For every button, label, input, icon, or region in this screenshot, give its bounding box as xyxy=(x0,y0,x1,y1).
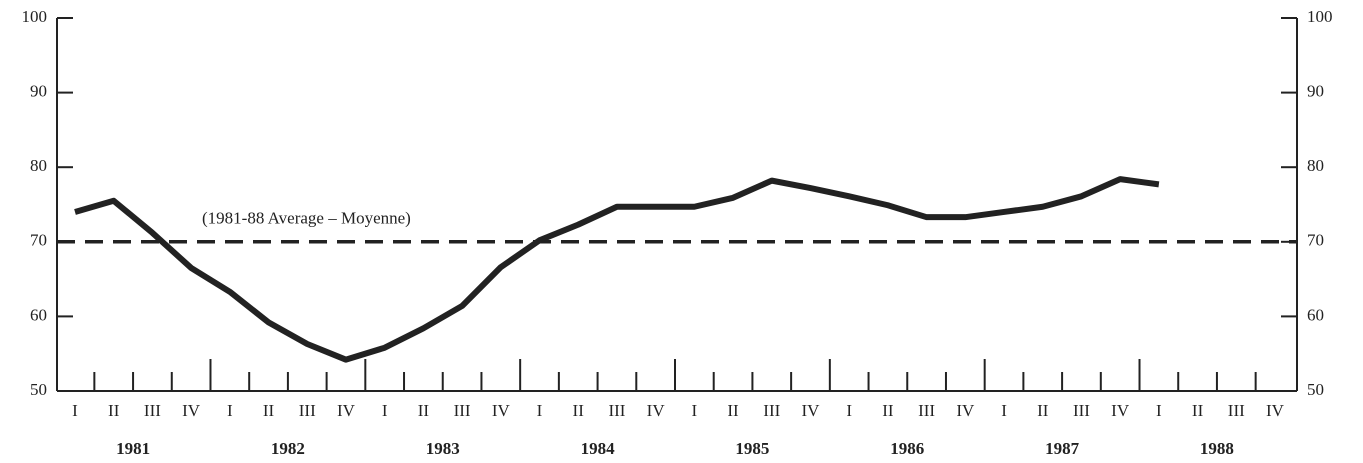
y-tick-label: 90 xyxy=(30,82,47,101)
x-tick-label: III xyxy=(299,401,316,420)
x-tick-label: II xyxy=(418,401,430,420)
year-label: 1982 xyxy=(271,439,305,458)
x-tick-label: IV xyxy=(1111,401,1130,420)
x-tick-label: III xyxy=(454,401,471,420)
year-label: 1986 xyxy=(890,439,924,458)
x-tick-label: I xyxy=(227,401,233,420)
x-tick-label: IV xyxy=(1266,401,1285,420)
x-tick-label: I xyxy=(382,401,388,420)
y2-tick-label: 60 xyxy=(1307,305,1324,324)
y2-tick-label: 70 xyxy=(1307,231,1324,250)
year-label: 1988 xyxy=(1200,439,1234,458)
x-tick-label: II xyxy=(882,401,894,420)
y2-tick-label: 100 xyxy=(1307,7,1333,26)
year-label: 1985 xyxy=(735,439,769,458)
x-tick-label: IV xyxy=(647,401,666,420)
x-tick-label: I xyxy=(1001,401,1007,420)
x-tick-label: IV xyxy=(492,401,511,420)
x-tick-label: IV xyxy=(182,401,201,420)
x-tick-label: I xyxy=(1156,401,1162,420)
x-tick-label: III xyxy=(1073,401,1090,420)
year-label: 1981 xyxy=(116,439,150,458)
x-tick-label: III xyxy=(608,401,625,420)
line-series xyxy=(74,176,1160,363)
x-tick-label: II xyxy=(108,401,120,420)
y2-tick-label: 80 xyxy=(1307,156,1324,175)
x-tick-label: IV xyxy=(802,401,821,420)
reference-label: (1981-88 Average – Moyenne) xyxy=(202,209,411,228)
year-label: 1984 xyxy=(581,439,616,458)
year-label: 1983 xyxy=(426,439,460,458)
x-tick-label: II xyxy=(263,401,275,420)
x-tick-label: II xyxy=(1192,401,1204,420)
year-label: 1987 xyxy=(1045,439,1080,458)
x-tick-label: III xyxy=(144,401,161,420)
y2-tick-label: 90 xyxy=(1307,82,1324,101)
y-tick-label: 100 xyxy=(22,7,48,26)
y-tick-label: 80 xyxy=(30,156,47,175)
x-tick-label: II xyxy=(573,401,585,420)
y2-tick-label: 50 xyxy=(1307,380,1324,399)
x-tick-label: I xyxy=(846,401,852,420)
x-tick-label: IV xyxy=(956,401,975,420)
y-tick-label: 50 xyxy=(30,380,47,399)
x-tick-label: I xyxy=(72,401,78,420)
x-tick-label: II xyxy=(727,401,739,420)
x-tick-label: III xyxy=(1228,401,1245,420)
y-tick-label: 70 xyxy=(30,231,47,250)
x-tick-label: III xyxy=(918,401,935,420)
x-tick-label: III xyxy=(763,401,780,420)
x-tick-label: IV xyxy=(337,401,356,420)
y-tick-label: 60 xyxy=(30,305,47,324)
x-tick-label: II xyxy=(1037,401,1049,420)
x-tick-label: I xyxy=(692,401,698,420)
x-tick-label: I xyxy=(537,401,543,420)
